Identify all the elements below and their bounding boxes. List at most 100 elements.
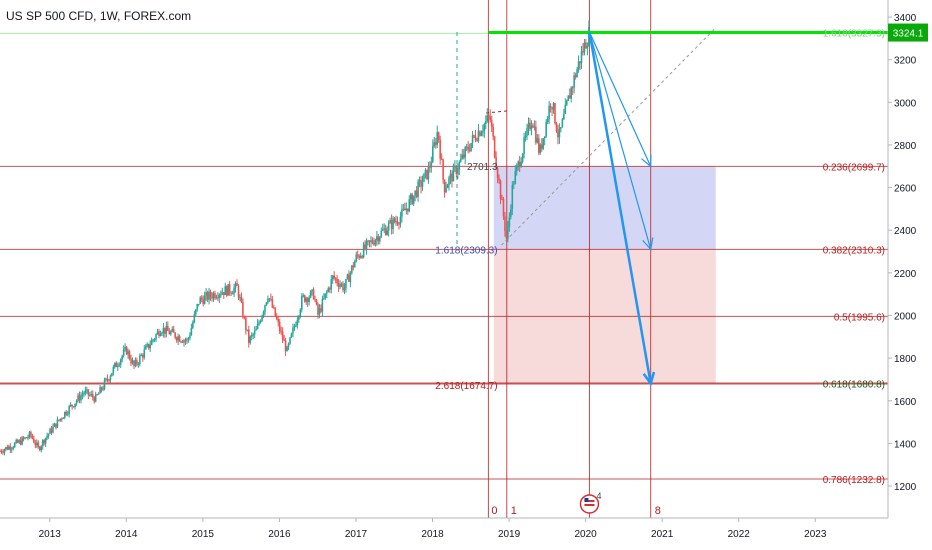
candle-body (81, 394, 84, 396)
candle-body (517, 161, 519, 166)
candle-body (84, 390, 87, 394)
candle-body (78, 395, 81, 401)
candle-body (392, 218, 394, 230)
candle-body (287, 343, 290, 348)
candle-body (582, 51, 584, 53)
candle-body (94, 394, 97, 402)
candle-body (221, 292, 224, 295)
candle-body (523, 137, 525, 154)
candle-body (482, 130, 484, 133)
candle-body (323, 298, 325, 300)
candle-body (44, 437, 47, 444)
candle-body (393, 218, 396, 222)
candle-body (327, 288, 330, 292)
candle-body (194, 309, 197, 315)
candle-body (455, 166, 458, 175)
candle-body (180, 341, 182, 343)
candle-body (68, 406, 70, 414)
candle-body (406, 208, 409, 212)
candle-body (278, 322, 281, 332)
candle-body (302, 295, 305, 297)
candle-body (362, 244, 365, 258)
candle-body (224, 286, 227, 295)
candle-body (493, 136, 496, 158)
candle-body (507, 226, 509, 239)
candle-body (192, 322, 194, 328)
candle-body (389, 220, 391, 224)
flag-canton (584, 498, 589, 502)
candle-body (220, 294, 222, 296)
candle-body (510, 209, 512, 217)
candle-body (339, 284, 341, 287)
candle-body (526, 128, 528, 136)
candle-body (300, 296, 303, 310)
candle-body (234, 283, 237, 288)
candle-body (2, 452, 4, 454)
candle-body (127, 351, 129, 355)
forecast-arrow-3 (588, 31, 652, 384)
candle-body (557, 131, 559, 138)
candle-body (535, 126, 537, 143)
candle-body (162, 327, 165, 334)
forecast-arrow-1-head (641, 154, 652, 168)
candle-body (93, 397, 96, 402)
cycle-label: 0 (491, 505, 497, 517)
candle-body (0, 450, 3, 453)
candle-body (373, 242, 375, 245)
candle-body (549, 105, 552, 108)
candle-body (218, 294, 221, 298)
candle-body (314, 299, 316, 301)
candle-body (140, 355, 143, 357)
price-tick-label: 1200 (894, 482, 917, 493)
candle-body (539, 144, 542, 153)
candle-body (96, 394, 98, 396)
candle-body (405, 208, 408, 211)
candle-body (264, 305, 266, 312)
candle-body (459, 158, 462, 162)
candle-body (228, 284, 231, 293)
candle-body (118, 364, 121, 366)
candle-body (452, 166, 455, 182)
candle-body (446, 185, 449, 189)
candle-body (225, 286, 228, 296)
candle-body (434, 142, 437, 145)
candle-body (358, 255, 361, 258)
candle-body (193, 314, 196, 323)
candle-body (532, 125, 534, 128)
candle-body (380, 230, 383, 237)
candle-body (268, 298, 271, 300)
candle-body (465, 146, 468, 148)
candle-body (502, 199, 505, 217)
candle-body (50, 428, 53, 433)
candle-body (571, 87, 574, 89)
candle-body (106, 378, 109, 380)
candle-body (448, 177, 450, 186)
candle-body (124, 346, 126, 350)
price-tick-label: 2200 (894, 269, 917, 280)
price-tick-label: 2000 (894, 311, 917, 322)
candle-body (100, 387, 103, 390)
candle-body (546, 119, 549, 122)
candle-body (408, 199, 411, 212)
candle-body (168, 330, 171, 335)
time-tick-label: 2023 (804, 529, 827, 540)
forecast-arrow-2-head (642, 237, 654, 251)
candle-body (56, 419, 59, 428)
candle-body (108, 379, 110, 381)
candle-body (361, 256, 363, 258)
candle-body (336, 278, 338, 284)
candle-body (474, 136, 477, 141)
candle-body (371, 240, 374, 243)
candle-body (236, 283, 238, 286)
candle-body (402, 208, 405, 210)
candle-body (345, 279, 347, 289)
time-tick-label: 2021 (651, 529, 674, 540)
candle-body (442, 159, 444, 180)
candle-body (13, 443, 16, 448)
candle-body (529, 122, 531, 130)
candle-body (41, 440, 44, 447)
candle-body (125, 346, 128, 355)
time-tick-label: 2013 (39, 529, 62, 540)
